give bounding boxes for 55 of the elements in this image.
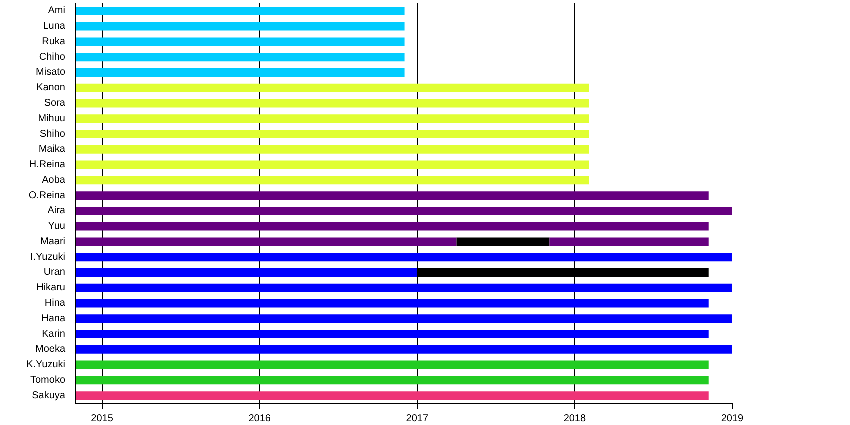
y-tick-label: Aoba: [42, 174, 66, 186]
y-tick-label: Aira: [48, 206, 66, 217]
x-tick-label: 2016: [248, 414, 272, 424]
x-tick-label: 2019: [721, 414, 744, 424]
bar: [76, 299, 709, 308]
bar: [76, 360, 709, 370]
bar: [76, 130, 590, 138]
y-tick-label: Hikaru: [36, 282, 66, 294]
y-tick-label: Tomoko: [30, 374, 66, 386]
x-tick-label: 2017: [406, 414, 429, 424]
y-tick-label: Ami: [48, 6, 66, 17]
bar: [76, 99, 590, 108]
x-tick-label: 2015: [91, 414, 114, 424]
bar: [76, 160, 590, 170]
bar: [76, 330, 709, 338]
x-tick-label: 2018: [564, 414, 587, 424]
bar: [76, 314, 732, 324]
y-tick-label: I.Yuzuki: [30, 252, 66, 263]
bar: [76, 376, 709, 385]
y-tick-label: Hina: [44, 298, 66, 309]
y-tick-label: Hana: [42, 313, 66, 324]
y-tick-label: H.Reina: [29, 160, 66, 171]
y-tick-label: Misato: [36, 67, 66, 78]
y-tick-label: Moeka: [35, 344, 66, 356]
y-tick-label: K.Yuzuki: [26, 360, 66, 371]
y-tick-label: Kanon: [36, 82, 66, 94]
y-tick-label: O.Reina: [28, 190, 66, 202]
bar: [76, 22, 405, 31]
y-tick-label: Chiho: [39, 52, 66, 63]
bar: [76, 53, 405, 62]
bar: [76, 145, 590, 154]
bar: [76, 114, 590, 124]
bar: [76, 345, 732, 354]
y-tick-label: Maika: [38, 144, 66, 156]
y-tick-label: Sora: [44, 98, 66, 109]
y-tick-label: Karin: [42, 328, 66, 340]
y-tick-label: Uran: [44, 267, 66, 278]
bar: [76, 84, 590, 92]
bar: [456, 238, 550, 246]
bar: [76, 176, 590, 185]
y-tick-label: Sakuya: [32, 390, 66, 402]
bar: [76, 68, 405, 77]
bar: [76, 268, 418, 277]
y-tick-label: Mihuu: [38, 113, 66, 124]
y-tick-label: Yuu: [48, 221, 66, 232]
bar: [550, 238, 709, 246]
bar: [76, 38, 405, 46]
y-tick-label: Ruka: [42, 36, 66, 48]
bar: [76, 284, 732, 292]
y-tick-label: Maari: [40, 236, 66, 248]
bar: [76, 253, 732, 262]
y-tick-label: Luna: [43, 21, 66, 32]
y-tick-label: Shiho: [40, 128, 66, 140]
bar: [76, 392, 709, 400]
bar: [76, 6, 405, 16]
